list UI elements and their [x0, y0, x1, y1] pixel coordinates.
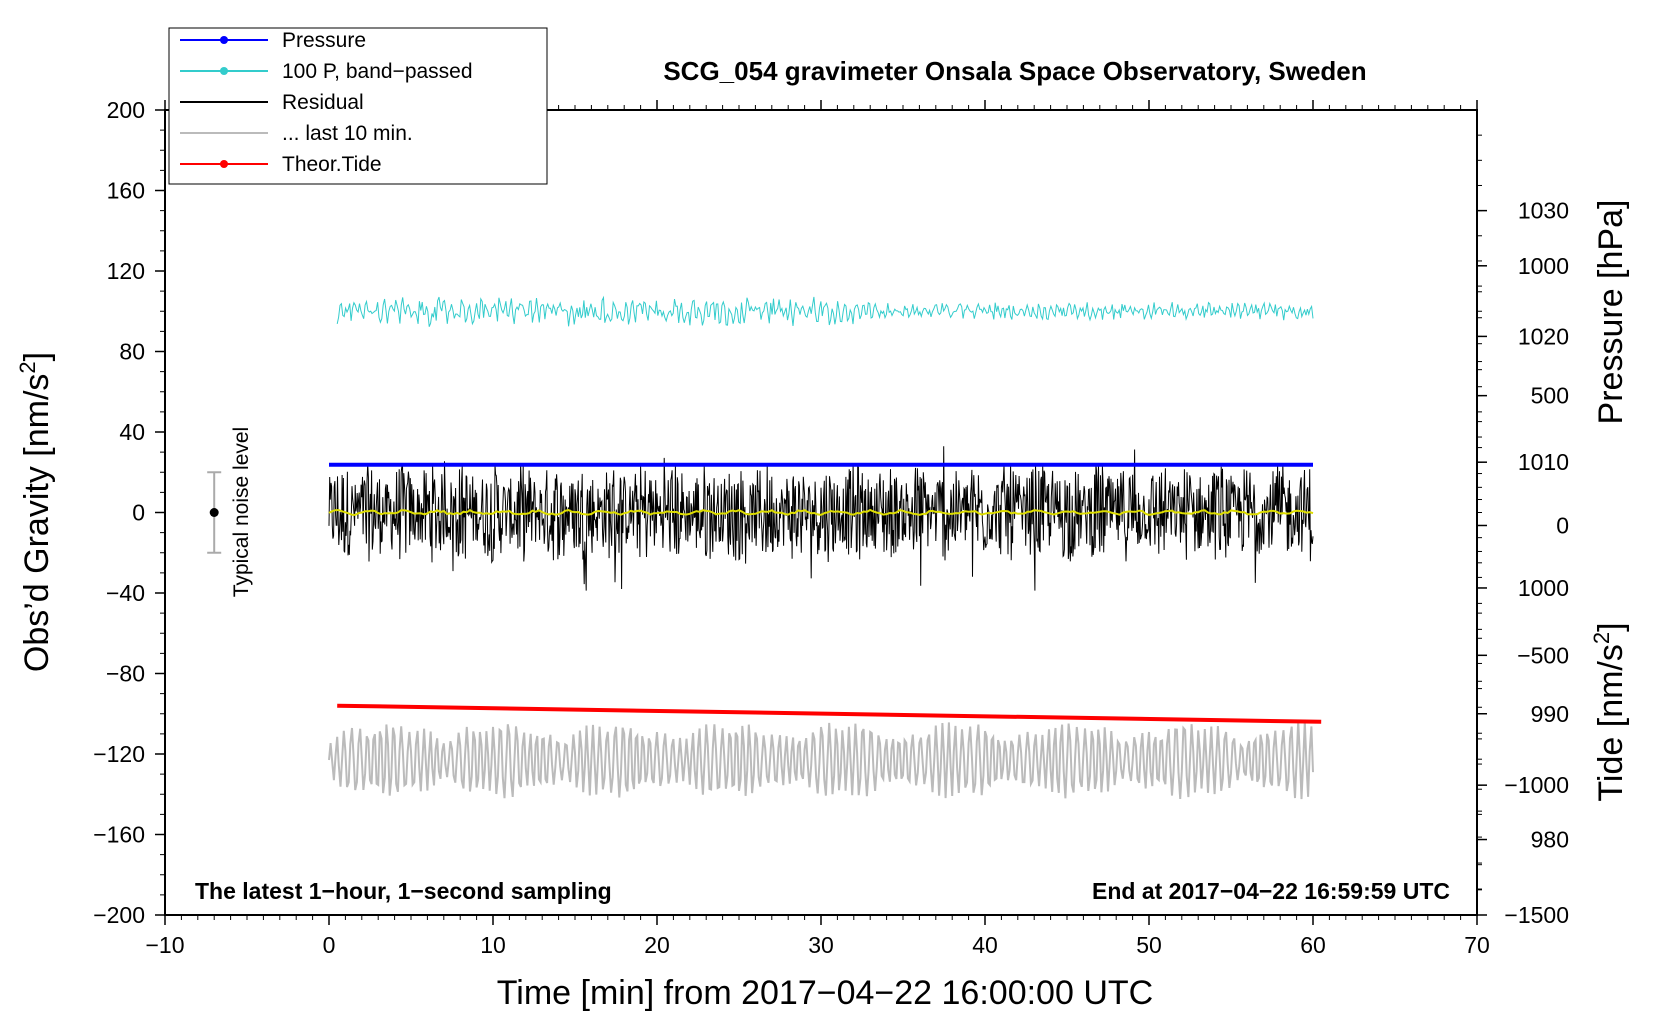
tide-tick-label: 0 — [1556, 512, 1569, 538]
y-tick-label: 80 — [119, 339, 145, 365]
tide-tick-label: −1500 — [1504, 902, 1569, 928]
legend-marker — [220, 160, 228, 168]
series-last-10-min — [328, 720, 1314, 800]
x-tick-label: 60 — [1300, 932, 1326, 958]
series-residual — [328, 446, 1314, 591]
y-tick-label: 160 — [107, 178, 145, 204]
series-band-passed — [336, 295, 1314, 327]
legend: Pressure 100 P, band−passed Residual ... la… — [168, 27, 548, 185]
tide-tick-label: 500 — [1531, 383, 1569, 409]
pressure-tick-label: 1000 — [1518, 575, 1569, 601]
x-tick-label: 40 — [972, 932, 998, 958]
noise-center-dot — [209, 508, 219, 517]
x-tick-label: 70 — [1464, 932, 1490, 958]
legend-label: Pressure — [282, 29, 366, 52]
y-tick-label: 0 — [132, 500, 145, 526]
y-tick-label: −80 — [106, 661, 145, 687]
pressure-tick-label: 990 — [1531, 701, 1569, 727]
pressure-tick-label: 1020 — [1518, 323, 1569, 349]
x-axis: −10 0 10 20 30 40 50 60 70 — [145, 100, 1490, 958]
y-axis-title: Obs’d Gravity [nm/s2] — [15, 352, 56, 672]
y-axis-tide: 1000 500 0 −500 −1000 −1500 — [1477, 253, 1569, 928]
y-axis-title-sup: 2 — [15, 361, 40, 373]
x-tick-label: 50 — [1136, 932, 1162, 958]
y-tick-label: −40 — [106, 580, 145, 606]
pressure-tick-label: 1010 — [1518, 449, 1569, 475]
noise-level-label: Typical noise level — [230, 427, 253, 597]
y-tick-label: 200 — [107, 97, 145, 123]
legend-marker — [220, 67, 228, 75]
legend-label: 100 P, band−passed — [282, 60, 473, 83]
annotation-end-time: End at 2017−04−22 16:59:59 UTC — [1092, 878, 1450, 904]
y-axis-gravity: 200 160 120 80 40 0 −40 −80 −120 −160 −200 — [93, 97, 165, 928]
tide-axis-title: Tide [nm/s2] — [1589, 622, 1630, 801]
x-tick-label: 30 — [808, 932, 834, 958]
legend-label: Residual — [282, 91, 364, 114]
x-axis-title: Time [min] from 2017−04−22 16:00:00 UTC — [497, 974, 1153, 1012]
x-tick-label: 10 — [480, 932, 506, 958]
y-tick-label: −160 — [93, 822, 145, 848]
series-theor-tide — [337, 703, 1322, 724]
noise-level-indicator — [207, 471, 222, 554]
tide-tick-label: −1000 — [1504, 772, 1569, 798]
x-tick-label: 0 — [323, 932, 336, 958]
chart-title: SCG_054 gravimeter Onsala Space Observat… — [663, 56, 1366, 86]
y-axis-pressure: 1030 1020 1010 1000 990 980 — [1477, 134, 1569, 891]
legend-marker — [220, 36, 228, 44]
tide-tick-label: −500 — [1517, 642, 1569, 668]
tide-axis-title-sup: 2 — [1589, 632, 1614, 644]
y-tick-label: −200 — [93, 902, 145, 928]
x-tick-label: 20 — [644, 932, 670, 958]
y-tick-label: 40 — [119, 419, 145, 445]
series-residual-smoothed — [328, 508, 1314, 516]
pressure-axis-title: Pressure [hPa] — [1592, 200, 1630, 425]
y-tick-label: 120 — [107, 258, 145, 284]
legend-box — [168, 27, 548, 185]
legend-label: Theor.Tide — [282, 153, 382, 176]
annotation-latest-hour: The latest 1−hour, 1−second sampling — [195, 878, 612, 904]
x-tick-label: −10 — [145, 932, 184, 958]
pressure-tick-label: 1030 — [1518, 198, 1569, 224]
y-tick-label: −120 — [93, 741, 145, 767]
tide-tick-label: 1000 — [1518, 253, 1569, 279]
pressure-tick-label: 980 — [1531, 827, 1569, 853]
plot-series — [328, 295, 1322, 800]
legend-label: ... last 10 min. — [282, 122, 413, 145]
